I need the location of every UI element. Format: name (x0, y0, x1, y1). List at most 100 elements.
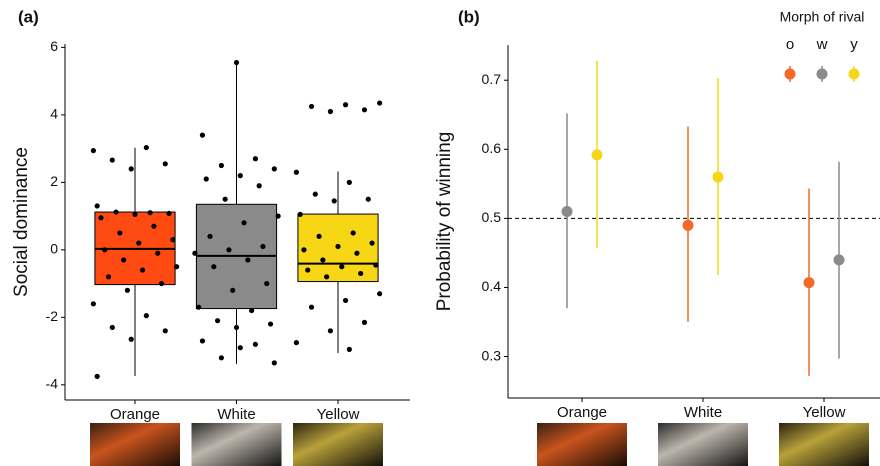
data-point (377, 100, 383, 106)
data-point (354, 250, 360, 256)
data-point (335, 243, 341, 250)
data-point (105, 274, 112, 280)
data-point (358, 270, 364, 277)
y-tick-label: -4 (46, 376, 59, 392)
data-point (124, 287, 131, 293)
y-tick-label: 4 (50, 106, 58, 122)
data-point (158, 280, 165, 287)
data-point (308, 304, 315, 310)
data-point (192, 250, 198, 256)
data-point (260, 243, 266, 250)
data-point (233, 324, 240, 331)
lizard-photo (779, 423, 869, 466)
data-point (305, 267, 311, 273)
y-axis-title: Probability of winning (434, 132, 455, 312)
data-point (331, 198, 337, 204)
legend-key (816, 68, 828, 80)
y-tick-label: 0.5 (482, 209, 502, 225)
data-point (297, 211, 303, 218)
data-point (230, 287, 236, 293)
data-point (316, 233, 322, 239)
lizard-photo (293, 423, 383, 466)
data-point (342, 297, 349, 304)
x-tick-label: Yellow (803, 404, 846, 421)
x-tick-label: White (684, 404, 722, 421)
data-point (218, 162, 224, 169)
data-point (199, 338, 206, 344)
legend-label: o (786, 36, 794, 53)
x-tick-label: White (217, 406, 255, 423)
point (833, 254, 845, 266)
data-point (199, 132, 206, 138)
y-tick-label: 6 (50, 38, 58, 54)
y-tick-label: 0.7 (482, 71, 502, 87)
data-point (203, 176, 209, 182)
data-point (339, 264, 345, 270)
x-tick-label: Orange (110, 406, 160, 423)
data-point (327, 328, 334, 334)
data-point (264, 280, 270, 287)
data-point (207, 233, 213, 239)
data-point (369, 240, 375, 246)
x-tick-label: Orange (557, 404, 607, 421)
data-point (143, 313, 149, 319)
data-point (94, 203, 100, 209)
legend-title: Morph of rival (780, 9, 865, 25)
data-point (361, 107, 368, 113)
data-point (214, 318, 221, 324)
data-point (346, 179, 352, 185)
legend-label: w (816, 36, 828, 53)
data-point (136, 240, 142, 246)
data-point (377, 291, 383, 297)
data-point (128, 336, 134, 342)
data-point (342, 102, 349, 108)
data-point (121, 257, 127, 263)
data-point (365, 196, 371, 202)
data-point (245, 257, 251, 263)
data-point (249, 307, 255, 314)
lizard-photo (90, 423, 180, 466)
y-tick-label: 0.6 (482, 140, 502, 156)
data-point (301, 247, 307, 253)
data-point (143, 144, 149, 151)
data-point (109, 324, 115, 331)
point (803, 277, 815, 289)
panel-label: (a) (18, 7, 39, 26)
point (712, 171, 724, 183)
data-point (162, 328, 168, 334)
data-point (312, 191, 318, 197)
data-point (109, 157, 115, 163)
legend-key (848, 68, 860, 80)
point (682, 219, 694, 231)
data-point (237, 173, 243, 179)
data-point (128, 166, 134, 172)
lizard-photo (658, 423, 748, 466)
data-point (346, 346, 352, 352)
data-point (256, 183, 262, 189)
data-point (327, 108, 334, 115)
data-point (196, 304, 202, 310)
data-point (237, 345, 243, 351)
y-tick-label: 2 (50, 173, 58, 189)
x-tick-label: Yellow (317, 406, 360, 423)
data-point (147, 210, 153, 216)
data-point (174, 264, 180, 270)
data-point (132, 211, 138, 218)
data-point (226, 247, 232, 253)
legend-key (784, 68, 796, 80)
data-point (211, 264, 217, 270)
data-point (293, 169, 299, 175)
data-point (170, 237, 176, 243)
data-point (271, 166, 277, 172)
point (591, 149, 603, 161)
data-point (139, 267, 146, 273)
data-point (267, 321, 274, 327)
data-point (113, 209, 119, 215)
data-point (252, 341, 259, 347)
y-axis-title: Social dominance (11, 147, 32, 297)
lizard-photo (537, 423, 627, 466)
data-point (361, 319, 368, 325)
data-point (324, 274, 330, 280)
data-point (320, 257, 326, 263)
